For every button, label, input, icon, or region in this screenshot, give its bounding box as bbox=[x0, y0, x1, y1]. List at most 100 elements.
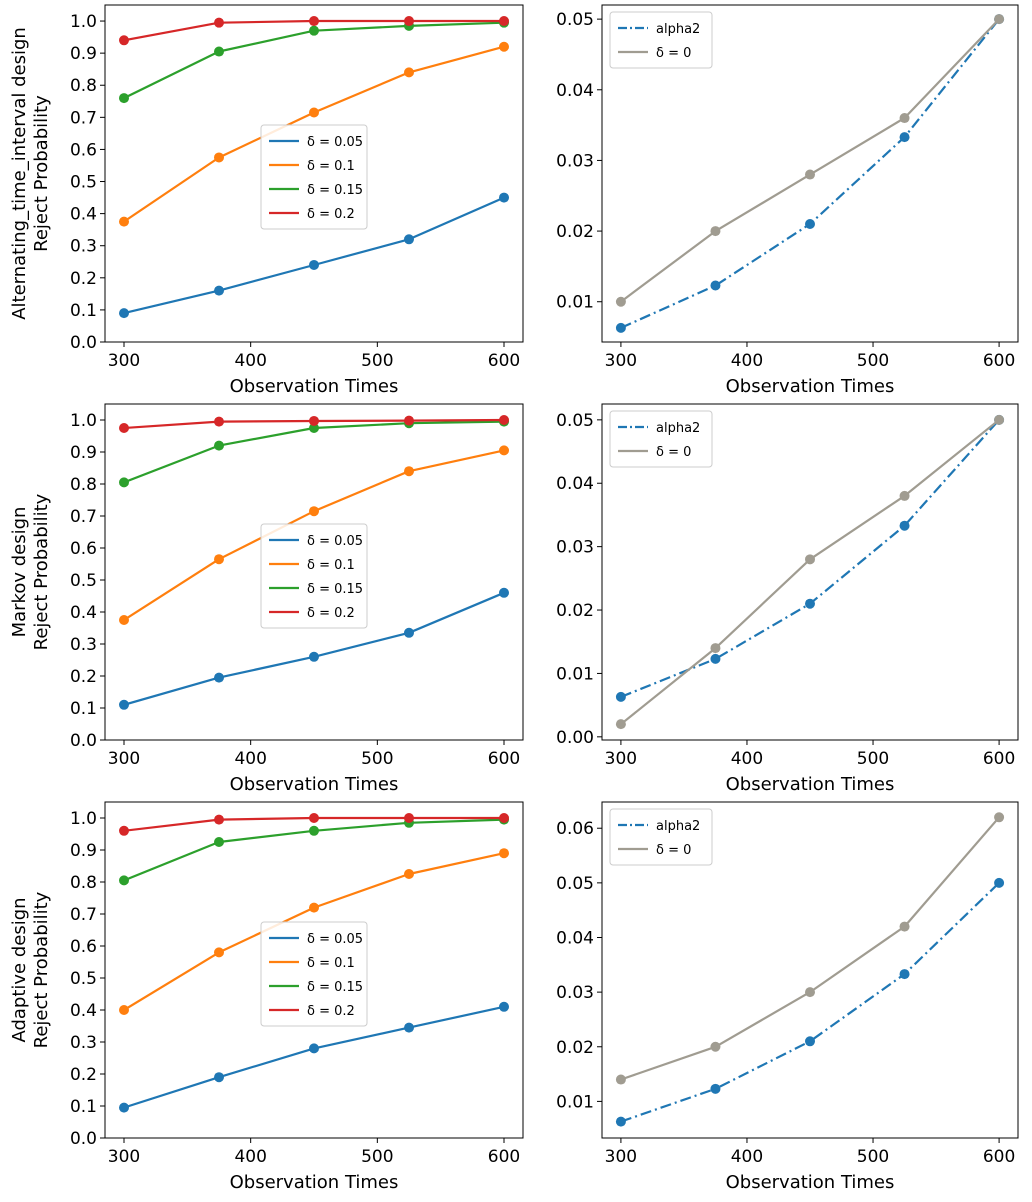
y-tick-label: 0.7 bbox=[70, 905, 97, 925]
data-point bbox=[499, 848, 509, 859]
y-tick-label: 0.2 bbox=[70, 269, 97, 289]
y-tick-label: 0.3 bbox=[70, 237, 97, 257]
data-point bbox=[615, 1074, 626, 1085]
y-axis-label: Reject Probability bbox=[31, 493, 52, 650]
x-tick-label: 600 bbox=[488, 749, 520, 769]
data-point bbox=[404, 234, 414, 245]
data-point bbox=[309, 415, 319, 426]
legend-label: δ = 0 bbox=[656, 46, 691, 61]
y-axis-label: Adaptive design bbox=[9, 897, 30, 1042]
data-point bbox=[309, 1043, 319, 1054]
x-tick-label: 500 bbox=[857, 749, 889, 769]
legend: δ = 0.05 δ = 0.1 δ = 0.15 δ = 0.2 bbox=[260, 921, 368, 1027]
y-tick-label: 0.4 bbox=[70, 205, 97, 225]
axes-frame bbox=[601, 4, 1019, 343]
data-point bbox=[404, 67, 414, 78]
x-axis-label: Observation Times bbox=[726, 376, 895, 397]
y-tick-label: 0.3 bbox=[70, 635, 97, 655]
data-point bbox=[404, 415, 414, 426]
data-point bbox=[805, 598, 815, 609]
data-point bbox=[994, 14, 1005, 25]
y-tick-label: 0.8 bbox=[70, 873, 97, 893]
data-point bbox=[404, 869, 414, 879]
y-tick-label: 0.03 bbox=[556, 151, 594, 171]
data-point bbox=[119, 1102, 129, 1113]
x-tick-label: 400 bbox=[731, 351, 763, 371]
data-point bbox=[309, 902, 319, 913]
data-point bbox=[309, 651, 319, 662]
data-point bbox=[710, 280, 721, 291]
data-point bbox=[899, 113, 910, 124]
data-point bbox=[119, 35, 129, 46]
legend-label: δ = 0.2 bbox=[307, 1004, 355, 1019]
panel-alt-right: 300 400 500 600 0.01 0.02 0.03 0.04 0.05 Observat… bbox=[556, 4, 1019, 397]
y-axis-label: Alternating_time_interval design bbox=[9, 27, 30, 320]
data-point bbox=[499, 192, 509, 203]
data-point bbox=[805, 169, 815, 180]
x-tick-label: 500 bbox=[857, 351, 889, 371]
y-tick-label: 0.5 bbox=[70, 173, 97, 193]
data-point bbox=[404, 627, 414, 638]
data-point bbox=[119, 93, 129, 104]
data-point bbox=[404, 466, 414, 477]
legend-label: δ = 0.15 bbox=[307, 980, 363, 995]
y-tick-label: 0.05 bbox=[556, 411, 594, 431]
data-point bbox=[994, 414, 1005, 425]
legend-box bbox=[260, 523, 368, 629]
y-tick-label: 0.3 bbox=[70, 1033, 97, 1053]
panel-alt-left: 300 400 500 600 0.0 0.1 0.2 0.3 0.4 0.5 0.6 0.7 0.8 0… bbox=[9, 4, 524, 397]
data-point bbox=[214, 440, 224, 451]
x-tick-label: 400 bbox=[234, 1147, 266, 1167]
x-tick-label: 600 bbox=[983, 749, 1015, 769]
legend: δ = 0.05 δ = 0.1 δ = 0.15 δ = 0.2 bbox=[260, 124, 368, 230]
x-axis-label: Observation Times bbox=[230, 1172, 399, 1193]
data-point bbox=[615, 1116, 626, 1127]
data-point bbox=[805, 554, 815, 565]
data-point bbox=[309, 259, 319, 270]
data-point bbox=[805, 1036, 815, 1047]
data-point bbox=[899, 520, 910, 531]
x-tick-label: 400 bbox=[731, 749, 763, 769]
legend-label: δ = 0.05 bbox=[307, 135, 363, 150]
legend: alpha2 δ = 0 bbox=[609, 11, 713, 69]
data-point bbox=[119, 875, 129, 886]
data-point bbox=[214, 947, 224, 958]
y-tick-label: 0.06 bbox=[556, 819, 594, 839]
data-point bbox=[119, 615, 129, 625]
x-tick-label: 500 bbox=[361, 351, 393, 371]
x-tick-label: 400 bbox=[731, 1147, 763, 1167]
x-axis-label: Observation Times bbox=[726, 1172, 895, 1193]
data-point bbox=[615, 322, 626, 333]
y-tick-label: 0.00 bbox=[556, 728, 594, 748]
data-point bbox=[710, 1083, 721, 1094]
legend-label: alpha2 bbox=[656, 819, 700, 834]
data-point bbox=[499, 587, 509, 598]
data-point bbox=[899, 921, 910, 932]
data-point bbox=[499, 41, 509, 52]
y-axis-label: Markov design bbox=[9, 507, 30, 638]
y-tick-label: 0.02 bbox=[556, 601, 594, 621]
data-point bbox=[499, 415, 509, 425]
series-line bbox=[620, 882, 1000, 1123]
y-tick-label: 0.8 bbox=[70, 475, 97, 495]
x-axis-label: Observation Times bbox=[230, 376, 399, 397]
y-tick-label: 0.04 bbox=[556, 474, 594, 494]
legend-label: δ = 0.2 bbox=[307, 606, 355, 621]
y-tick-label: 0.6 bbox=[70, 140, 97, 160]
data-point bbox=[499, 445, 509, 456]
x-tick-label: 400 bbox=[234, 351, 266, 371]
data-point bbox=[214, 46, 224, 57]
data-point bbox=[710, 1041, 721, 1052]
legend-label: δ = 0.1 bbox=[307, 558, 355, 573]
y-tick-label: 0.4 bbox=[70, 603, 97, 623]
legend: alpha2 δ = 0 bbox=[609, 808, 713, 866]
data-point bbox=[404, 1022, 414, 1033]
y-tick-label: 0.02 bbox=[556, 1038, 594, 1058]
x-axis-label: Observation Times bbox=[726, 774, 895, 795]
x-axis-label: Observation Times bbox=[230, 774, 399, 795]
data-point bbox=[119, 825, 129, 836]
data-point bbox=[899, 132, 910, 143]
y-tick-label: 0.04 bbox=[556, 81, 594, 101]
legend: alpha2 δ = 0 bbox=[609, 410, 713, 468]
data-point bbox=[214, 17, 224, 28]
